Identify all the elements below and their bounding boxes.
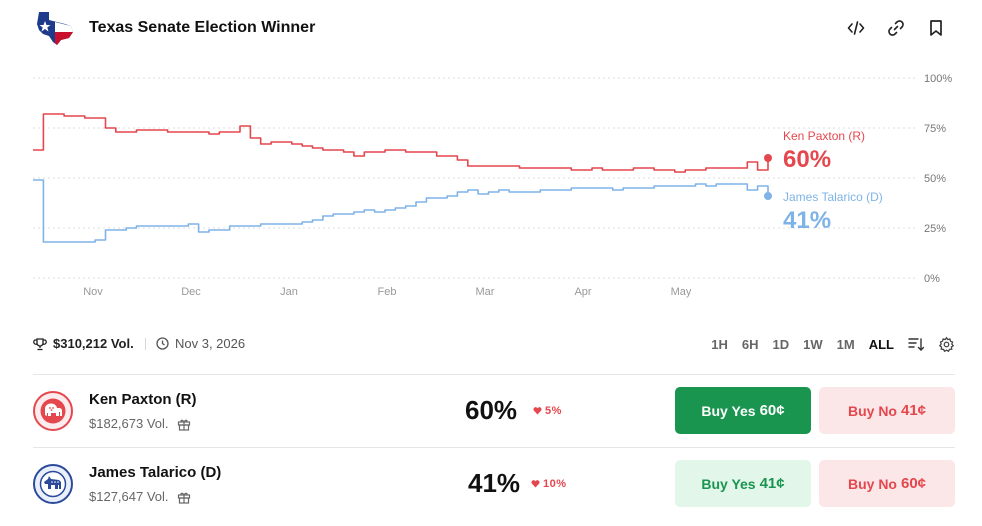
candidate-volume-value: $127,647 Vol. bbox=[89, 489, 169, 504]
buy-no-button[interactable]: Buy No 41¢ bbox=[819, 387, 955, 434]
trophy-icon bbox=[33, 337, 47, 350]
y-tick-label: 75% bbox=[924, 123, 946, 135]
buy-no-price: 60¢ bbox=[900, 475, 927, 492]
y-tick-label: 0% bbox=[924, 273, 940, 285]
texas-flag-logo bbox=[35, 10, 75, 46]
probability-change: 10% bbox=[531, 478, 567, 490]
gift-icon[interactable] bbox=[177, 490, 191, 504]
price-chart: 100% 75% 50% 25% 0% Nov Dec Jan Feb Mar Apr May Ken … bbox=[0, 56, 982, 306]
heart-down-icon bbox=[533, 407, 542, 415]
y-tick-label: 100% bbox=[924, 73, 952, 85]
x-tick-label: Feb bbox=[378, 286, 397, 298]
total-volume: $310,212 Vol. bbox=[33, 336, 134, 351]
buy-yes-price: 60¢ bbox=[759, 402, 785, 419]
end-date: Nov 3, 2026 bbox=[156, 336, 245, 351]
embed-icon[interactable] bbox=[845, 17, 867, 39]
candidate-volume: $182,673 Vol. bbox=[89, 416, 191, 431]
x-tick-label: Mar bbox=[476, 286, 495, 298]
buy-no-label: Buy No bbox=[847, 402, 897, 419]
buy-yes-label: Buy Yes bbox=[701, 402, 756, 419]
candidate-volume-value: $182,673 Vol. bbox=[89, 416, 169, 431]
range-all[interactable]: ALL bbox=[868, 336, 894, 352]
democrat-donkey-avatar bbox=[33, 464, 73, 504]
time-range-selector: 1H 6H 1D 1W 1M ALL bbox=[697, 334, 955, 354]
series-label-0: Ken Paxton (R) bbox=[783, 129, 865, 143]
market-header: Texas Senate Election Winner bbox=[33, 8, 955, 48]
buy-yes-price: 41¢ bbox=[759, 475, 785, 492]
settings-gear-icon[interactable] bbox=[938, 336, 955, 353]
x-tick-label: Dec bbox=[181, 286, 201, 298]
candidate-name: James Talarico (D) bbox=[89, 464, 222, 481]
range-1m[interactable]: 1M bbox=[836, 336, 855, 352]
end-date-value: Nov 3, 2026 bbox=[175, 336, 246, 351]
y-tick-label: 25% bbox=[924, 223, 946, 235]
outcome-row-paxton[interactable]: Ken Paxton (R) $182,673 Vol. 60% 5% Buy … bbox=[33, 374, 955, 447]
republican-elephant-avatar bbox=[33, 391, 73, 431]
gift-icon[interactable] bbox=[177, 417, 191, 431]
price-chart-svg: 100% 75% 50% 25% 0% Nov Dec Jan Feb Mar Apr May Ken … bbox=[33, 73, 952, 298]
page-title: Texas Senate Election Winner bbox=[89, 19, 316, 36]
range-1d[interactable]: 1D bbox=[772, 336, 790, 352]
range-1w[interactable]: 1W bbox=[803, 336, 823, 352]
x-tick-label: Apr bbox=[574, 286, 591, 298]
stats-divider bbox=[145, 338, 146, 350]
heart-down-icon bbox=[531, 480, 540, 488]
link-icon[interactable] bbox=[885, 17, 907, 39]
sort-icon[interactable] bbox=[908, 336, 924, 352]
outcome-row-talarico[interactable]: James Talarico (D) $127,647 Vol. 41% 10%… bbox=[33, 447, 955, 520]
clock-icon bbox=[156, 337, 169, 350]
buy-no-button[interactable]: Buy No 60¢ bbox=[819, 460, 955, 507]
range-1h[interactable]: 1H bbox=[711, 336, 728, 352]
series-label-1: James Talarico (D) bbox=[783, 190, 883, 204]
buy-no-price: 41¢ bbox=[900, 402, 927, 419]
probability-change-value: 5% bbox=[545, 405, 562, 417]
buy-yes-button[interactable]: Buy Yes 41¢ bbox=[675, 460, 811, 507]
candidate-volume: $127,647 Vol. bbox=[89, 489, 191, 504]
x-tick-label: Jan bbox=[280, 286, 298, 298]
candidate-name: Ken Paxton (R) bbox=[89, 391, 197, 408]
series-line-0 bbox=[33, 113, 769, 173]
series-value-0: 60% bbox=[783, 146, 831, 173]
series-endpoint-1 bbox=[764, 192, 772, 200]
buy-yes-button[interactable]: Buy Yes 60¢ bbox=[675, 387, 811, 434]
x-tick-label: May bbox=[671, 286, 692, 298]
market-stats: $310,212 Vol. Nov 3, 2026 1H 6H 1D 1W 1M… bbox=[33, 334, 955, 354]
series-value-1: 41% bbox=[783, 207, 831, 234]
y-tick-label: 50% bbox=[924, 173, 946, 185]
outcome-probability: 60% bbox=[465, 395, 518, 425]
probability-change: 5% bbox=[533, 405, 562, 417]
outcome-probability: 41% bbox=[468, 468, 521, 498]
series-endpoint-0 bbox=[764, 154, 772, 162]
x-tick-label: Nov bbox=[83, 286, 103, 298]
total-volume-value: $310,212 Vol. bbox=[53, 336, 134, 351]
probability-change-value: 10% bbox=[543, 478, 567, 490]
range-6h[interactable]: 6H bbox=[741, 336, 759, 352]
buy-yes-label: Buy Yes bbox=[701, 475, 756, 492]
series-line-1 bbox=[33, 179, 769, 243]
buy-no-label: Buy No bbox=[847, 475, 897, 492]
bookmark-icon[interactable] bbox=[925, 17, 947, 39]
